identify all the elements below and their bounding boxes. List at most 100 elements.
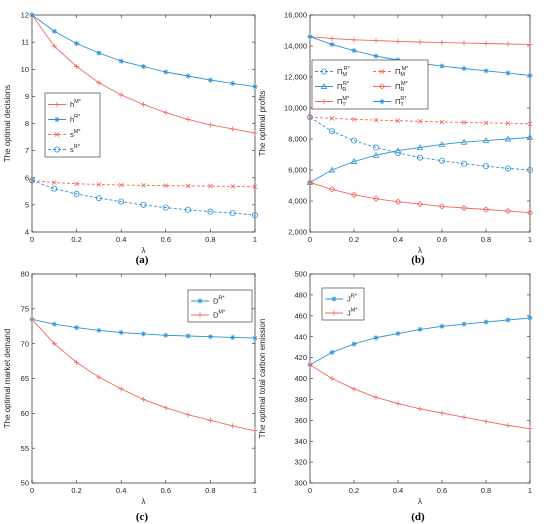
chart-a-series-1-point-4 bbox=[118, 58, 124, 64]
chart-a-series-legend-3-point-0 bbox=[54, 146, 61, 153]
y-axis-label: The optimal profits bbox=[258, 91, 267, 157]
y-tick-label: 8,000 bbox=[288, 135, 307, 144]
chart-b-series-5-point-8 bbox=[483, 68, 489, 74]
chart-a-series-2-point-9 bbox=[230, 184, 236, 189]
x-tick-label: 1 bbox=[253, 235, 257, 244]
y-tick-label: 60 bbox=[21, 409, 29, 418]
chart-a-series-3-point-2 bbox=[73, 191, 80, 198]
x-tick-label: 0.4 bbox=[393, 235, 403, 244]
chart-a-series-3-point-9 bbox=[229, 210, 236, 217]
x-tick-label: 0.8 bbox=[205, 235, 215, 244]
chart-a-series-3-point-1 bbox=[51, 185, 58, 192]
y-axis-label: The optimal market demand bbox=[3, 329, 12, 429]
chart-c-series-legend-0-point-0 bbox=[197, 298, 203, 304]
legend-label-3: ΠRM* bbox=[395, 81, 409, 93]
chart-a-series-0-point-3 bbox=[96, 80, 102, 86]
chart-b-series-2-point-4 bbox=[394, 147, 402, 154]
chart-b-series-5-point-9 bbox=[505, 70, 511, 76]
chart-a-series-1-point-3 bbox=[96, 50, 102, 56]
legend-label-1: ΠMM* bbox=[395, 66, 409, 78]
y-tick-label: 7 bbox=[25, 146, 29, 155]
chart-a-series-2-point-4 bbox=[118, 182, 124, 188]
chart-b-series-3-point-0 bbox=[306, 179, 314, 186]
legend-label-0: DR* bbox=[213, 296, 225, 306]
chart-b-series-2-point-1 bbox=[328, 166, 336, 173]
legend-label-1: hR* bbox=[70, 114, 81, 124]
chart-caption: (b) bbox=[411, 254, 425, 266]
chart-b-series-2-point-5 bbox=[416, 144, 424, 151]
chart-d-series-0-point-10 bbox=[527, 315, 533, 321]
y-tick-label: 480 bbox=[294, 291, 307, 300]
chart-a-series-legend-0-point-0 bbox=[54, 101, 60, 108]
chart-b-series-legend-1-point-0 bbox=[379, 69, 385, 74]
chart-c-series-0-point-4 bbox=[118, 329, 124, 336]
chart-b-series-0-point-2 bbox=[350, 137, 357, 144]
chart-d: 0 0.2 0.4 0.6 0.8 1 300 320 340 360 380 400 420 440 46… bbox=[258, 270, 533, 523]
chart-c-series-0-point-3 bbox=[96, 327, 102, 334]
y-tick-label: 460 bbox=[294, 311, 307, 320]
chart-a-series-2-point-1 bbox=[51, 180, 57, 185]
chart-c-series-0-point-7 bbox=[185, 333, 191, 339]
chart-d-series-1-point-9 bbox=[505, 422, 511, 429]
chart-c-series-1-point-6 bbox=[163, 405, 169, 411]
y-tick-label: 400 bbox=[294, 374, 307, 383]
x-tick-label: 0.2 bbox=[71, 486, 81, 495]
chart-b-series-2-point-10 bbox=[526, 134, 534, 140]
chart-d-series-0-point-5 bbox=[417, 326, 423, 332]
chart-caption: (d) bbox=[411, 511, 425, 523]
chart-a-series-0-point-2 bbox=[74, 63, 80, 70]
chart-d-series-legend-1-point-0 bbox=[331, 310, 337, 316]
chart-a-series-1-point-6 bbox=[163, 69, 169, 75]
chart-a-series-3-point-0 bbox=[28, 177, 35, 184]
chart-b-series-legend-5-point-0 bbox=[379, 98, 385, 105]
chart-c-series-1-point-5 bbox=[140, 396, 147, 402]
chart-b-series-0-point-9 bbox=[504, 165, 511, 172]
y-axis-label: The optimal decisions bbox=[3, 85, 12, 162]
chart-c-series-1-point-1 bbox=[51, 341, 57, 347]
chart-caption: (c) bbox=[136, 511, 149, 523]
chart-c-series-0-point-1 bbox=[51, 321, 57, 327]
chart-a-series-2-point-10 bbox=[252, 184, 258, 190]
chart-b-series-legend-3-point-0 bbox=[378, 83, 386, 90]
chart-d-series-1-point-8 bbox=[483, 418, 489, 424]
chart-b-series-1-point-2 bbox=[351, 116, 357, 122]
plot-area bbox=[309, 273, 531, 484]
x-tick-label: 0.8 bbox=[481, 235, 491, 244]
chart-b-series-5-point-0 bbox=[307, 34, 313, 40]
chart-caption: (a) bbox=[136, 254, 149, 266]
legend-box bbox=[311, 59, 429, 110]
chart-d-series-0-point-7 bbox=[461, 321, 467, 327]
chart-b-series-1-point-10 bbox=[527, 121, 533, 127]
legend-label-0: ΠMR* bbox=[337, 66, 351, 78]
chart-c-series-0-point-2 bbox=[74, 325, 80, 331]
chart-c-series-1-point-9 bbox=[230, 423, 236, 429]
chart-b-series-1-point-7 bbox=[461, 120, 467, 125]
chart-b-series-2-point-3 bbox=[372, 151, 380, 158]
chart-a-series-2-point-3 bbox=[96, 182, 102, 187]
y-tick-label: 55 bbox=[21, 444, 29, 453]
chart-b-series-1-point-0 bbox=[307, 114, 313, 120]
chart-b-series-4-point-2 bbox=[351, 37, 357, 43]
chart-c-series-1-point-4 bbox=[118, 386, 124, 392]
chart-c: 0 0.2 0.4 0.6 0.8 1 50 55 60 65 70 75 80 λ The optimal… bbox=[3, 270, 258, 523]
chart-b-series-4-point-6 bbox=[439, 39, 445, 46]
chart-a-series-3-point-4 bbox=[118, 198, 125, 205]
y-tick-label: 10,000 bbox=[284, 104, 307, 113]
chart-a-series-1-point-0 bbox=[29, 12, 35, 18]
chart-b-series-1-point-8 bbox=[483, 120, 489, 126]
chart-d-series-legend-0-point-0 bbox=[331, 296, 337, 302]
chart-b-series-3-point-6 bbox=[438, 203, 446, 210]
chart-c-series-1-point-8 bbox=[207, 417, 213, 423]
chart-c-series-1-point-0 bbox=[29, 316, 35, 322]
x-tick-label: 0 bbox=[308, 486, 312, 495]
y-tick-label: 360 bbox=[294, 416, 307, 425]
chart-b-series-1-point-6 bbox=[439, 119, 445, 125]
chart-c-series-0-point-6 bbox=[163, 332, 169, 338]
x-tick-label: 0.2 bbox=[349, 486, 359, 495]
chart-b-series-0-point-7 bbox=[460, 160, 467, 167]
y-tick-label: 12 bbox=[21, 11, 29, 20]
chart-a-series-3-point-5 bbox=[140, 201, 147, 208]
x-tick-label: 0.6 bbox=[161, 486, 171, 495]
chart-c-series-1-point-3 bbox=[96, 374, 102, 380]
